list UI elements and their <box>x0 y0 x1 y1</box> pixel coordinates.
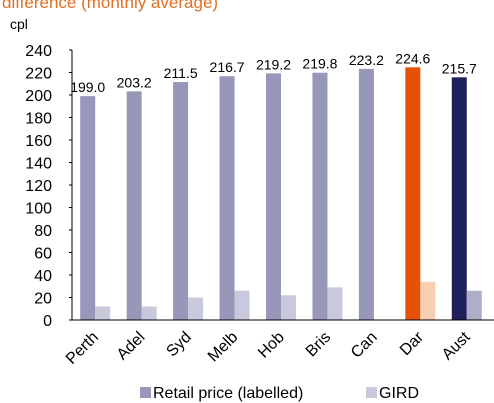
y-tick-label: 160 <box>25 133 52 150</box>
x-tick-label: Can <box>348 329 381 362</box>
y-tick-label: 240 <box>25 43 52 60</box>
legend-swatch <box>366 387 377 398</box>
y-tick-label: 40 <box>34 268 52 285</box>
y-tick-label: 140 <box>25 156 52 173</box>
y-tick-label: 220 <box>25 66 52 83</box>
x-tick-label: Syd <box>163 329 195 361</box>
bar <box>141 306 157 320</box>
bar <box>126 91 142 321</box>
bar <box>173 82 189 320</box>
x-tick-label: Hob <box>255 329 288 362</box>
x-tick-label: Perth <box>63 329 102 368</box>
data-label: 219.8 <box>302 56 337 72</box>
legend-label: GIRD <box>379 385 419 402</box>
chart-title: difference (monthly average) <box>2 0 218 12</box>
y-tick-label: 180 <box>25 111 52 128</box>
bar <box>405 67 421 320</box>
y-tick-label: 200 <box>25 88 52 105</box>
data-label: 224.6 <box>395 50 430 66</box>
y-tick-label: 60 <box>34 246 52 263</box>
x-tick-label: Bris <box>303 329 335 361</box>
y-tick-label: 0 <box>43 313 52 330</box>
bar <box>281 295 296 320</box>
data-label: 211.5 <box>164 65 198 81</box>
bar <box>466 290 482 320</box>
bar <box>312 72 328 320</box>
bar <box>219 76 235 321</box>
y-tick-label: 20 <box>34 291 52 308</box>
bar <box>80 96 96 320</box>
data-label: 215.7 <box>442 60 477 76</box>
data-label: 223.2 <box>349 52 384 68</box>
y-tick-label: 100 <box>25 201 52 218</box>
data-label: 203.2 <box>117 74 152 90</box>
bar <box>358 68 374 321</box>
data-label: 216.7 <box>210 59 245 75</box>
bar <box>188 297 204 320</box>
legend-swatch <box>140 387 151 398</box>
legend-label: Retail price (labelled) <box>153 385 303 402</box>
x-tick-label: Melb <box>205 329 242 366</box>
bar <box>420 281 436 320</box>
y-tick-label: 80 <box>34 223 52 240</box>
data-label: 219.2 <box>256 56 291 72</box>
x-tick-label: Aust <box>439 328 474 363</box>
bar <box>266 73 281 321</box>
bar <box>451 77 467 321</box>
bar <box>95 306 111 320</box>
x-tick-label: Adel <box>114 329 149 364</box>
y-axis-label: cpl <box>10 16 28 32</box>
bar <box>327 287 343 320</box>
data-label: 199.0 <box>70 79 105 95</box>
bar <box>234 290 250 320</box>
y-tick-label: 120 <box>25 178 52 195</box>
x-tick-label: Dar <box>397 328 428 359</box>
